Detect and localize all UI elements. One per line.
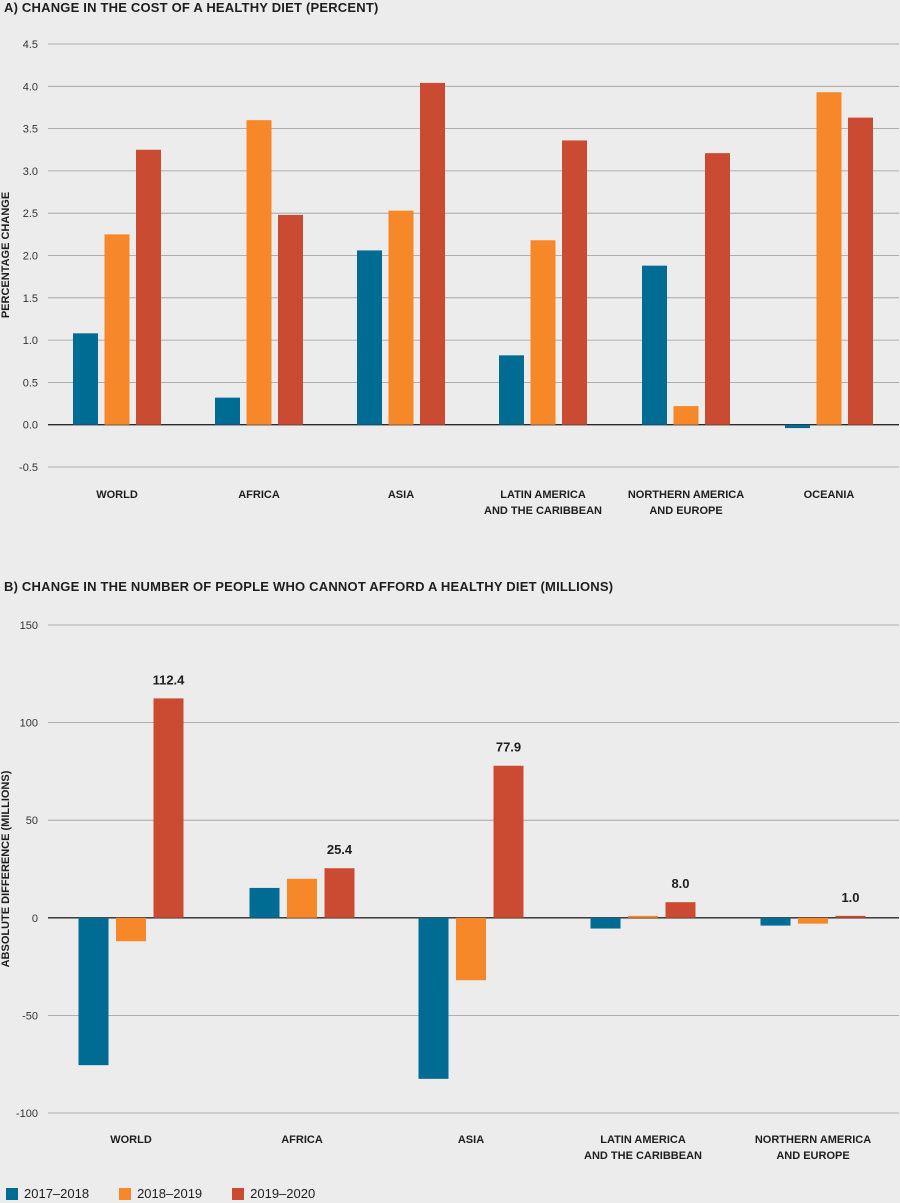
- category-label-line: ASIA: [458, 1134, 484, 1146]
- y-tick-label: 0.5: [23, 377, 38, 389]
- y-tick-label: 2.0: [23, 251, 38, 263]
- y-tick-label: 0.0: [23, 420, 38, 432]
- bar: [357, 250, 382, 425]
- category-label-line: AFRICA: [281, 1134, 323, 1146]
- chart-a-title: A) CHANGE IN THE COST OF A HEALTHY DIET …: [4, 0, 379, 15]
- y-tick-label: -100: [16, 1108, 38, 1120]
- bar: [499, 355, 524, 425]
- bar: [418, 917, 449, 1079]
- bar: [287, 878, 317, 918]
- y-axis-title: PERCENTAGE CHANGE: [0, 192, 12, 318]
- category-label-line: WORLD: [96, 489, 138, 501]
- category-label-line: NORTHERN AMERICA: [628, 489, 744, 501]
- legend-swatch: [232, 1187, 245, 1200]
- category-label-line: LATIN AMERICA: [500, 489, 586, 501]
- y-axis-title: ABSOLUTE DIFFERENCE (MILLIONS): [0, 770, 12, 967]
- y-tick-label: 3.5: [23, 124, 38, 136]
- y-tick-label: 4.5: [23, 39, 38, 51]
- legend-item: 2017–2018: [6, 1186, 89, 1201]
- chart-b-title: B) CHANGE IN THE NUMBER OF PEOPLE WHO CA…: [4, 579, 614, 594]
- bar: [493, 765, 524, 918]
- category-label: NORTHERN AMERICA AND EUROPE: [755, 1134, 871, 1162]
- y-tick-label: 1.0: [23, 335, 38, 347]
- y-tick-label: -50: [22, 1010, 38, 1022]
- legend-swatch: [6, 1187, 18, 1200]
- legend-item: 2018–2019: [119, 1186, 202, 1201]
- category-label-line: AND THE CARIBBEAN: [584, 1150, 702, 1162]
- bar: [388, 210, 414, 425]
- category-label: LATIN AMERICA AND THE CARIBBEAN: [584, 1134, 702, 1162]
- bar: [530, 240, 556, 425]
- bar: [642, 265, 667, 425]
- category-label: NORTHERN AMERICA AND EUROPE: [628, 489, 744, 517]
- chart-a: 4.5 4.0 3.5 3.0 2.5 2.0 1.5 1.0 0.5 0.0 -0.5 PERCEN…: [0, 39, 899, 517]
- bar: [246, 120, 272, 425]
- bar: [673, 406, 699, 425]
- category-label-line: WORLD: [110, 1134, 152, 1146]
- bar: [104, 234, 130, 425]
- bar: [73, 333, 98, 425]
- category-label: ASIA: [458, 1134, 484, 1146]
- category-label: WORLD: [110, 1134, 152, 1146]
- legend-label: 2019–2020: [250, 1186, 316, 1201]
- legend: 2017–2018 2018–2019 2019–2020: [6, 1186, 315, 1201]
- data-label: 77.9: [496, 740, 521, 755]
- data-label: 25.4: [327, 842, 353, 857]
- category-label-line: AND THE CARIBBEAN: [484, 505, 602, 517]
- bar: [153, 698, 184, 918]
- category-label-line: AND EUROPE: [649, 505, 722, 517]
- bar: [785, 424, 810, 429]
- legend-label: 2017–2018: [24, 1186, 90, 1201]
- bar: [249, 887, 280, 918]
- y-tick-label: 100: [20, 718, 38, 730]
- category-label: ASIA: [388, 489, 414, 501]
- data-label: 1.0: [841, 890, 859, 905]
- bar: [420, 82, 445, 425]
- bar: [278, 214, 303, 425]
- bar: [324, 868, 355, 918]
- bar: [590, 917, 621, 929]
- bar: [562, 140, 587, 425]
- bar: [798, 917, 828, 924]
- bar: [78, 917, 109, 1066]
- category-label: AFRICA: [281, 1134, 323, 1146]
- y-tick-label: 2.5: [23, 208, 38, 220]
- category-label-line: NORTHERN AMERICA: [755, 1134, 871, 1146]
- y-tick-label: -0.5: [19, 462, 38, 474]
- y-tick-label: 3.0: [23, 166, 38, 178]
- bar: [628, 915, 658, 918]
- y-tick-label: 0: [32, 913, 38, 925]
- legend-swatch: [119, 1187, 132, 1200]
- bar: [848, 117, 873, 425]
- bar: [136, 149, 161, 425]
- y-tick-label: 150: [20, 620, 38, 632]
- bar: [760, 917, 791, 926]
- data-label: 8.0: [671, 876, 689, 891]
- y-tick-label: 1.5: [23, 293, 38, 305]
- category-label: OCEANIA: [804, 489, 855, 501]
- category-label-line: AFRICA: [238, 489, 280, 501]
- category-label: WORLD: [96, 489, 138, 501]
- bar: [116, 917, 146, 942]
- category-label: LATIN AMERICA AND THE CARIBBEAN: [484, 489, 602, 517]
- category-label-line: AND EUROPE: [776, 1150, 849, 1162]
- category-label-line: LATIN AMERICA: [600, 1134, 686, 1146]
- category-label-line: ASIA: [388, 489, 414, 501]
- category-label-line: OCEANIA: [804, 489, 855, 501]
- bar: [835, 915, 866, 918]
- bar: [816, 92, 842, 425]
- bar: [665, 902, 696, 918]
- bar: [705, 153, 730, 425]
- bar: [456, 917, 486, 981]
- legend-item: 2019–2020: [232, 1186, 315, 1201]
- data-label: 112.4: [153, 672, 186, 687]
- bar: [215, 397, 240, 425]
- y-tick-label: 50: [26, 815, 38, 827]
- category-label: AFRICA: [238, 489, 280, 501]
- y-tick-label: 4.0: [23, 81, 38, 93]
- legend-label: 2018–2019: [137, 1186, 203, 1201]
